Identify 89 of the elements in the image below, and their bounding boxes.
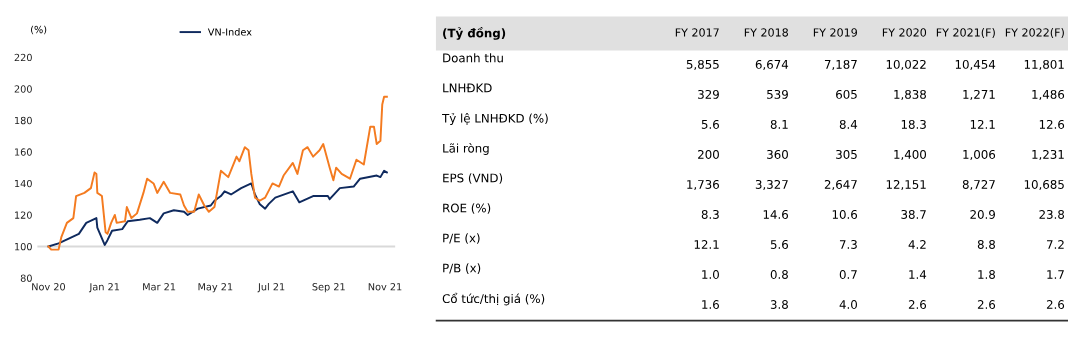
text: 1.6 xyxy=(702,300,719,309)
text: 14.6 xyxy=(763,210,789,219)
x-tick-label: Mar 21 xyxy=(143,283,176,291)
y-tick-label: 120 xyxy=(15,211,32,219)
category-label: FY 2017 xyxy=(675,28,719,37)
text: 18.3 xyxy=(901,119,926,129)
text: 305 xyxy=(836,149,857,159)
legend-label: VN-Index xyxy=(207,28,252,36)
text: 605 xyxy=(836,89,857,99)
category-label: FY 2019 xyxy=(813,28,857,37)
y-tick-label: 160 xyxy=(15,148,32,156)
text: 10,022 xyxy=(886,59,926,71)
text: 1,736 xyxy=(687,179,719,191)
text: 8.4 xyxy=(839,119,858,129)
line-series xyxy=(47,169,388,248)
text: 0.7 xyxy=(839,270,857,279)
text: 11,801 xyxy=(1024,59,1064,71)
y-tick-label: 140 xyxy=(15,179,32,188)
y-tick-label: 80 xyxy=(20,274,32,282)
x-tick-label: May 21 xyxy=(198,283,233,293)
text: 1,271 xyxy=(963,89,995,101)
category-label: Tỷ lệ LNHĐKD (%) xyxy=(442,112,548,125)
x-tick-label: Jul 21 xyxy=(257,282,285,293)
text: 1.0 xyxy=(702,270,719,279)
category-label: EPS (VND) xyxy=(443,173,503,184)
y-tick-label: 200 xyxy=(14,85,32,93)
text: 12.6 xyxy=(1039,119,1065,129)
category-label: FY 2018 xyxy=(744,28,788,37)
text: 1,400 xyxy=(894,149,927,161)
text: 3.8 xyxy=(770,300,788,309)
text: 360 xyxy=(767,149,788,159)
text: 5,855 xyxy=(686,59,719,71)
text: 6,674 xyxy=(755,59,789,71)
text: 1,231 xyxy=(1032,149,1064,161)
text: 5.6 xyxy=(770,240,789,249)
category-label: FY 2022(F) xyxy=(1005,28,1064,38)
category-label: FY 2021(F) xyxy=(936,28,995,38)
category-label: ROE (%) xyxy=(443,203,491,214)
text: 38.7 xyxy=(901,210,926,219)
text: 1,486 xyxy=(1032,89,1065,101)
text: 23.8 xyxy=(1039,210,1065,219)
y-tick-label: 100 xyxy=(15,242,32,251)
x-tick-label: Nov 21 xyxy=(368,283,402,291)
text: 1,006 xyxy=(963,149,996,161)
text: 2.6 xyxy=(1046,300,1065,309)
category-label: Lãi ròng xyxy=(443,143,489,155)
text: 1.4 xyxy=(909,270,927,279)
y-tick-label: 220 xyxy=(14,53,32,62)
text: 7.2 xyxy=(1047,240,1064,249)
text: 10,454 xyxy=(955,59,996,71)
category-label: Cổ tức/thị giá (%) xyxy=(442,292,545,306)
text: 8.1 xyxy=(770,119,788,129)
category-label: P/E (x) xyxy=(443,233,480,244)
text: 5.6 xyxy=(701,119,719,129)
x-tick-label: Jan 21 xyxy=(88,283,120,293)
text: 12.1 xyxy=(694,240,719,249)
text: 3,327 xyxy=(755,179,788,191)
text: 7.3 xyxy=(839,240,857,249)
text: 10.6 xyxy=(832,210,858,219)
text: 0.8 xyxy=(770,270,788,279)
text: 20.9 xyxy=(970,210,995,219)
text: 4.2 xyxy=(908,240,926,249)
category-label: LNHĐKD xyxy=(443,83,492,93)
category-label: P/B (x) xyxy=(443,263,481,274)
text: 12,151 xyxy=(886,179,926,191)
text: 329 xyxy=(698,89,719,99)
text: 2,647 xyxy=(824,179,857,191)
text: 539 xyxy=(767,89,788,99)
text: 4.0 xyxy=(839,300,857,309)
text: 7,187 xyxy=(824,59,857,71)
text: 8.8 xyxy=(977,240,996,249)
x-tick-label: Sep 21 xyxy=(312,283,345,293)
text: 10,685 xyxy=(1024,179,1064,191)
text: 8.3 xyxy=(701,210,719,219)
text: 8,727 xyxy=(962,179,995,191)
text: 2.6 xyxy=(908,300,927,309)
text: 200 xyxy=(698,149,719,159)
x-tick-label: Nov 20 xyxy=(32,283,66,291)
line-series xyxy=(47,95,388,251)
text: (Tỷ đồng) xyxy=(443,26,506,40)
text: 12.1 xyxy=(970,119,995,129)
y-tick-label: 180 xyxy=(15,116,32,125)
text: 1,838 xyxy=(894,89,926,101)
y-axis-title: (%) xyxy=(31,25,47,35)
category-label: Doanh thu xyxy=(443,53,503,63)
category-label: FY 2020 xyxy=(882,28,927,37)
text: 2.6 xyxy=(977,300,996,309)
text: 1.8 xyxy=(978,270,996,279)
text: 1.7 xyxy=(1047,270,1064,279)
